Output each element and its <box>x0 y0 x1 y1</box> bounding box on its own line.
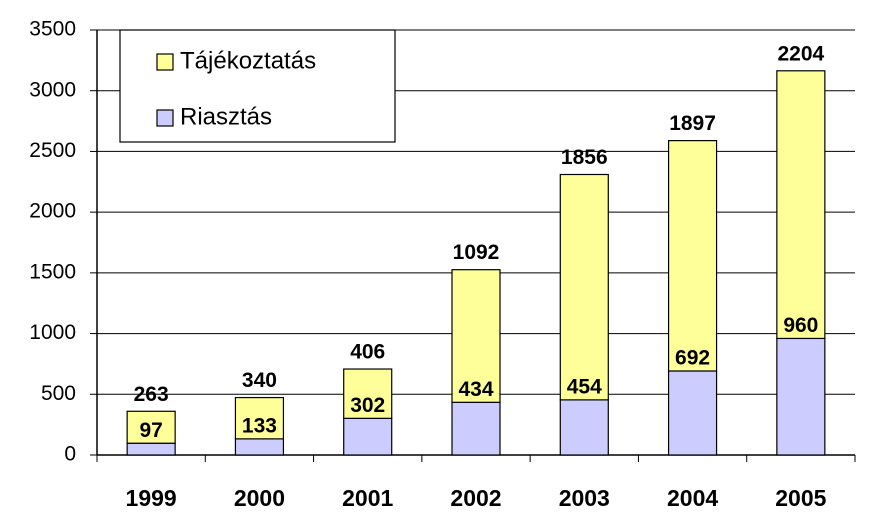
bar-segment <box>451 269 501 403</box>
x-tick-label: 1999 <box>126 485 177 511</box>
data-label: 263 <box>134 383 169 406</box>
data-label: 692 <box>675 347 710 370</box>
y-tick-label: 0 <box>64 443 76 466</box>
bar-segment <box>559 173 609 401</box>
data-label: 434 <box>458 378 493 401</box>
bar-segment <box>126 442 176 456</box>
x-tick-label: 2002 <box>450 485 501 511</box>
bar-segment <box>559 399 609 456</box>
bar-segment <box>343 417 393 456</box>
data-label: 133 <box>242 414 277 437</box>
data-label: 1092 <box>453 241 500 264</box>
data-label: 2204 <box>777 42 824 65</box>
legend-label: Riasztás <box>180 103 272 130</box>
bar-segment <box>234 438 285 456</box>
y-tick-label: 3000 <box>29 78 76 101</box>
bar-segment <box>343 368 393 419</box>
bar-segment <box>667 140 718 372</box>
data-label: 1897 <box>669 112 716 135</box>
x-tick-label: 2003 <box>559 485 610 511</box>
bar-segment <box>234 396 285 440</box>
legend-swatch <box>156 109 174 127</box>
y-tick-label: 2000 <box>29 200 76 223</box>
y-tick-label: 1500 <box>29 260 76 283</box>
x-tick-label: 2005 <box>775 485 826 511</box>
y-tick-label: 3500 <box>29 18 76 41</box>
legend-swatch <box>156 53 174 71</box>
bar-segment <box>776 70 826 340</box>
data-label: 340 <box>242 369 277 392</box>
data-label: 302 <box>350 394 385 417</box>
bar-segment <box>776 337 826 456</box>
data-label: 1856 <box>561 146 608 169</box>
y-tick-label: 1000 <box>29 321 76 344</box>
legend-label: Tájékoztatás <box>180 47 316 74</box>
data-label: 406 <box>350 341 385 364</box>
data-label: 97 <box>139 419 162 442</box>
bar-segment <box>451 401 501 456</box>
x-tick-label: 2004 <box>667 485 718 511</box>
data-label: 454 <box>567 375 602 398</box>
y-tick-label: 2500 <box>29 139 76 162</box>
data-label: 960 <box>783 314 818 337</box>
bar-segment <box>667 370 718 456</box>
bar-segment <box>126 410 176 444</box>
x-tick-label: 2001 <box>342 485 393 511</box>
y-tick-label: 500 <box>41 382 76 405</box>
x-tick-label: 2000 <box>234 485 285 511</box>
